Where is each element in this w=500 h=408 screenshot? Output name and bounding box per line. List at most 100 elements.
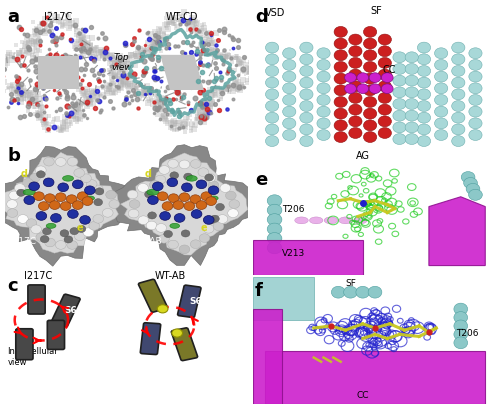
Ellipse shape [46,223,56,228]
Circle shape [282,130,296,140]
Circle shape [168,194,179,202]
Circle shape [469,130,482,140]
Circle shape [267,195,282,206]
Circle shape [405,75,418,86]
Circle shape [267,204,282,216]
Circle shape [418,54,430,65]
Circle shape [190,195,200,204]
Circle shape [95,188,104,195]
Text: V213: V213 [282,249,305,258]
Circle shape [378,58,392,69]
Circle shape [378,116,392,127]
Circle shape [138,184,148,192]
Text: e: e [77,223,84,233]
Circle shape [452,77,465,88]
Circle shape [349,93,362,103]
Text: VSD: VSD [265,8,285,18]
Circle shape [469,71,482,82]
FancyBboxPatch shape [16,329,33,360]
Polygon shape [0,152,120,253]
Circle shape [93,215,104,223]
Polygon shape [110,145,260,266]
Circle shape [80,215,90,224]
Circle shape [344,286,357,298]
Circle shape [434,71,448,82]
Circle shape [217,215,228,223]
Circle shape [334,132,347,142]
Text: CC: CC [356,390,369,399]
Circle shape [378,93,392,103]
Text: S6: S6 [189,297,202,306]
Circle shape [452,42,465,53]
Circle shape [317,118,330,129]
Circle shape [469,83,482,94]
Circle shape [78,192,88,201]
Circle shape [418,66,430,76]
FancyBboxPatch shape [140,323,160,355]
Circle shape [18,215,28,223]
Circle shape [405,133,418,144]
Circle shape [393,75,406,86]
Polygon shape [252,277,314,319]
Circle shape [44,178,54,187]
Circle shape [300,124,313,135]
Circle shape [267,223,282,235]
Circle shape [102,208,113,217]
Circle shape [31,225,42,234]
Circle shape [405,122,418,133]
Circle shape [378,34,392,45]
Text: Top
view: Top view [111,53,132,72]
Circle shape [452,135,465,146]
Text: I217C: I217C [24,271,52,281]
Circle shape [159,166,170,174]
Circle shape [334,85,347,96]
Circle shape [334,50,347,61]
Circle shape [94,199,102,206]
Circle shape [466,184,480,194]
Circle shape [452,101,465,111]
Circle shape [317,60,330,70]
Circle shape [138,216,148,224]
FancyBboxPatch shape [28,285,45,314]
Circle shape [317,83,330,94]
Ellipse shape [310,217,323,224]
Circle shape [36,212,46,220]
Circle shape [317,95,330,105]
Polygon shape [429,197,485,266]
Circle shape [356,286,370,298]
Circle shape [266,89,278,100]
Circle shape [452,89,465,100]
Circle shape [364,38,376,49]
Circle shape [405,52,418,63]
Text: d: d [144,169,152,180]
Circle shape [378,81,392,92]
Circle shape [469,48,482,59]
Circle shape [196,180,207,188]
Circle shape [364,73,376,84]
Circle shape [9,191,20,200]
Circle shape [179,193,190,202]
Circle shape [220,184,230,193]
Circle shape [72,201,83,209]
FancyBboxPatch shape [178,285,201,317]
Circle shape [349,104,362,115]
Circle shape [40,235,49,243]
Circle shape [173,201,184,209]
Circle shape [29,182,40,191]
Circle shape [393,64,406,74]
Circle shape [382,73,393,82]
Polygon shape [38,56,79,89]
Circle shape [317,71,330,82]
Circle shape [84,186,95,195]
Circle shape [334,108,347,119]
Circle shape [86,180,97,188]
Circle shape [179,160,190,169]
Circle shape [418,101,430,111]
Circle shape [300,54,313,65]
Circle shape [199,234,210,242]
Circle shape [368,286,382,298]
Circle shape [14,184,25,193]
Circle shape [334,62,347,72]
Circle shape [349,69,362,80]
Ellipse shape [324,217,338,224]
